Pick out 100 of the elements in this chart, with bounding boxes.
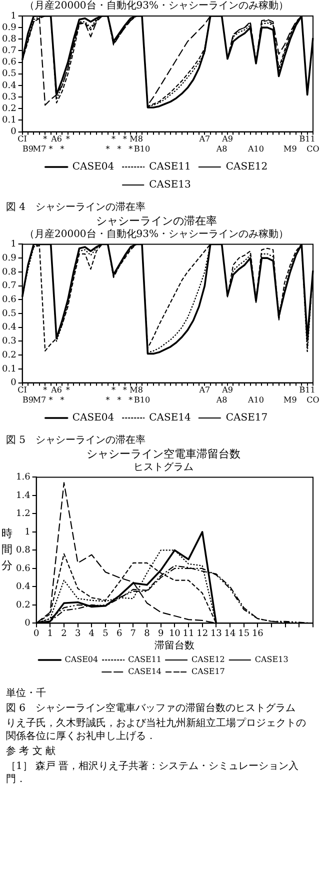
legend-label: CASE13 [149,180,191,191]
x-tick-label: 1 [47,628,54,639]
legend-label: CASE14 [149,412,191,424]
y-tick-label: 0.5 [2,69,17,80]
y-tick-label: 0.4 [2,322,17,333]
x-tick-label: 12 [196,628,208,639]
y-tick-label: 0.6 [2,294,17,305]
y-tick-label: 1.4 [16,490,31,501]
x-tick-label: * [66,386,70,395]
legend-label: CASE04 [72,162,114,173]
legend-label: CASE11 [128,655,162,664]
x-tick-label: 16 [252,628,264,639]
x-tick-label: 3 [74,628,81,639]
y-tick-label: 1.6 [16,472,31,483]
x-tick-label: * [128,395,133,404]
x-tick-label: M8 [130,134,143,144]
y-tick-label: 0.4 [16,582,31,592]
x-tick-label: 2 [61,628,67,639]
legend-label: CASE14 [128,667,162,676]
x-tick-label: B11 [299,386,316,395]
x-tick-label: * [117,395,122,404]
legend-label: CASE12 [226,162,268,173]
x-tick-label: CI [18,386,27,395]
chart-subtitle: ヒストグラム [134,462,194,473]
x-tick-label: 0 [33,628,40,639]
y-tick-label: 0.1 [2,116,16,126]
text: 参 考 文 献 [5,744,57,759]
x-tick-label: B11 [299,134,316,144]
y-tick-label: 0.9 [2,253,17,264]
caption: 図 6 シャシーライン空電車バッファの滞留台数のヒストグラム [5,702,297,716]
y-tick-label: 1 [10,11,16,22]
x-tick-label: * [112,386,116,395]
x-tick-label: B10 [134,395,150,404]
x-tick-label: A6 [50,134,62,144]
x-tick-label: M9 [284,144,297,154]
text: ［1］ 森戸 晋，相沢りえ子共著：システム・シミュレーション入門． [5,760,300,787]
x-tick-label: * [122,386,127,395]
y-tick-label: 0 [10,127,17,138]
x-tick-label: B9 [22,144,34,154]
y-tick-label: 0.7 [2,46,17,56]
x-tick-label: CI [18,134,27,144]
x-tick-label: * [128,144,133,154]
chart-subtitle: （月産20000台・自動化93%・シャシーラインのみ稼動） [24,0,289,12]
y-tick-label: 1 [24,527,30,538]
legend-label: CASE17 [192,667,225,676]
x-tick-label: A7 [198,134,210,144]
x-tick-label: 14 [224,628,236,639]
x-tick-label: 8 [144,628,150,639]
y-tick-label: 0.3 [2,336,17,347]
x-tick-label: * [106,144,110,154]
x-tick-label: 11 [182,628,194,639]
caption: 図 5 シャシーラインの滞在率 [5,434,147,448]
x-tick-label: 10 [168,628,181,639]
x-tick-label: A6 [50,386,62,395]
y-tick-label: 0 [24,618,31,629]
x-tick-label: B9 [22,395,34,404]
text: りえ子氏，久木野誠氏，および当社九州新組立工場プロジェクトの関係各位に厚くお礼申し上げる． [5,716,307,744]
y-tick-label: 0.8 [2,267,17,278]
x-tick-label: 9 [158,628,164,639]
x-tick-label: A10 [247,144,264,154]
x-tick-label: A8 [215,144,228,154]
caption: 図 4 シャシーラインの滞在率 [5,200,147,215]
x-tick-label: M7 [32,395,46,404]
x-tick-label: * [48,144,53,154]
y-tick-label: 0.2 [16,600,30,610]
text: 単位・千 [5,686,47,701]
x-tick-label: * [122,134,127,144]
y-tick-label: 0.2 [2,104,16,114]
x-tick-label: A8 [215,395,228,404]
x-tick-label: A7 [198,386,210,395]
y-tick-label: 0.6 [16,564,31,574]
y-tick-label: 0.8 [2,34,17,45]
x-tick-label: * [60,144,64,154]
x-tick-label: * [43,386,48,395]
y-tick-label: 0.4 [2,80,17,91]
x-tick-label: * [43,134,48,144]
x-tick-label: * [106,395,110,404]
x-tick-label: M9 [284,395,297,404]
y-tick-label: 0.8 [16,546,31,556]
chart-subtitle: （月産20000台・自動化93%・シャシーラインのみ稼動） [24,228,289,240]
x-tick-label: * [60,395,64,404]
x-tick-label: CO [306,395,320,404]
y-tick-label: 1.2 [16,509,30,520]
x-axis-title: 滞留台数 [154,640,195,652]
legend-label: CASE04 [64,655,98,664]
y-tick-label: 0 [10,378,17,388]
x-tick-label: 7 [130,628,136,639]
x-tick-label: M8 [130,386,143,395]
x-tick-label: * [66,134,70,144]
x-tick-label: CO [306,144,320,154]
x-tick-label: * [48,395,53,404]
legend-label: CASE12 [192,655,225,664]
x-tick-label: M7 [32,144,46,154]
y-tick-label: 0.3 [2,92,17,102]
y-tick-label: 0.5 [2,308,17,319]
x-tick-label: A9 [221,386,233,395]
legend-label: CASE17 [226,412,268,424]
y-axis-title: 時間分 [2,527,12,572]
y-tick-label: 0.1 [2,364,16,374]
x-tick-label: 5 [102,628,109,639]
